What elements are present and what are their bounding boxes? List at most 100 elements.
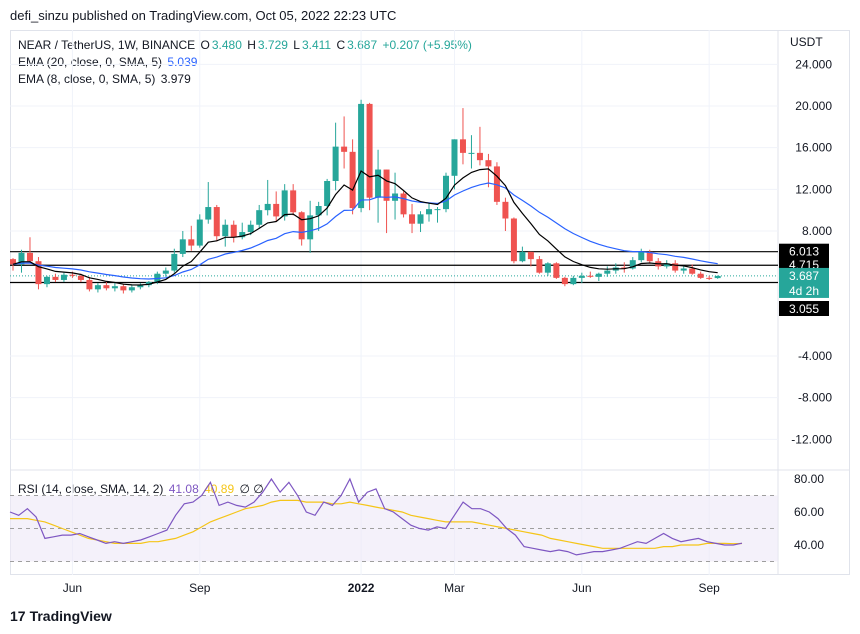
rsi-line	[9, 477, 743, 556]
rsi-band	[10, 495, 778, 562]
candle-body	[409, 214, 416, 224]
ema20-value: 5.039	[167, 55, 198, 69]
candle-body	[621, 267, 628, 269]
candle-body	[86, 279, 93, 290]
candle-body	[536, 259, 543, 273]
ema20-legend[interactable]: EMA (20, close, 0, SMA, 5) 5.039	[18, 55, 199, 69]
candle-body	[239, 232, 246, 238]
time-axis[interactable]: Jun Sep 2022 Mar Jun Sep	[63, 581, 720, 595]
candle-body	[324, 181, 331, 206]
candle-body	[307, 215, 314, 240]
candle-body	[43, 276, 50, 285]
candle-body	[281, 190, 288, 217]
candle-body	[60, 274, 67, 280]
candle-body	[18, 252, 25, 265]
time-tick-label: 2022	[348, 581, 375, 595]
candle-body	[315, 206, 322, 216]
candle-body	[52, 276, 59, 280]
ema8-legend[interactable]: EMA (8, close, 0, SMA, 5) 3.979	[18, 72, 193, 86]
candle-body	[26, 252, 33, 262]
rsi-extra-values: ∅ ∅	[239, 482, 264, 496]
candle-body	[375, 169, 382, 198]
price-tick-label: 16.000	[795, 141, 832, 155]
candle-body	[196, 219, 203, 246]
price-label-box	[779, 267, 829, 298]
candle-body	[188, 239, 195, 246]
candle-body	[553, 263, 560, 278]
candles	[10, 99, 721, 294]
ema8-value: 3.979	[160, 72, 191, 86]
candle-body	[256, 210, 263, 225]
candle-body	[171, 253, 178, 271]
candle-body	[332, 146, 339, 181]
candle-body	[519, 251, 526, 262]
candle-body	[94, 285, 101, 290]
price-tick-label: -12.000	[791, 432, 832, 446]
time-tick-label: Sep	[699, 581, 721, 595]
candle-body	[451, 139, 458, 176]
candle-body	[638, 251, 645, 261]
price-tick-label: -8.000	[798, 391, 832, 405]
price-label-box	[779, 301, 829, 316]
candle-body	[273, 203, 280, 217]
open-label: O	[200, 38, 210, 52]
ema20-line	[12, 182, 718, 280]
change-value: +0.207 (+5.95%)	[382, 38, 472, 52]
rsi-label: RSI (14, close, SMA, 14, 2)	[18, 482, 164, 496]
candle-body	[264, 203, 271, 211]
ema8-label: EMA (8, close, 0, SMA, 5)	[18, 72, 156, 86]
candle-body	[145, 282, 152, 286]
candle-body	[714, 275, 721, 279]
candle-body	[468, 152, 475, 154]
candle-body	[213, 207, 220, 237]
candle-body	[459, 139, 466, 153]
candle-body	[179, 239, 186, 254]
candle-body	[434, 209, 441, 211]
candle-body	[485, 160, 492, 167]
tradingview-logo-icon: 17	[10, 608, 26, 624]
candle-body	[383, 169, 390, 201]
symbol-label[interactable]: NEAR / TetherUS, 1W, BINANCE	[18, 38, 196, 52]
price-axis[interactable]: USDT 24.000 20.000 16.000 12.000 8.000 -4.000 -…	[790, 35, 832, 552]
candle-body	[587, 275, 594, 277]
rsi-tick-label: 80.00	[794, 472, 824, 486]
candle-body	[442, 175, 449, 210]
candle-body	[137, 285, 144, 288]
tradingview-logo[interactable]: 17 TradingView	[10, 608, 112, 624]
candle-body	[493, 166, 500, 202]
candle-body	[629, 260, 636, 269]
candle-body	[476, 152, 483, 161]
chart-frame	[10, 30, 850, 575]
candle-body	[680, 268, 687, 271]
low-label: L	[293, 38, 300, 52]
high-value: 3.729	[257, 38, 288, 52]
candle-body	[502, 201, 509, 219]
candle-body	[162, 270, 169, 274]
candle-body	[10, 259, 16, 265]
candle-body	[663, 263, 670, 267]
candle-body	[69, 274, 76, 276]
ema-lines	[12, 168, 718, 286]
price-tick-label: 20.000	[795, 99, 832, 113]
price-label-value: 3.687	[789, 269, 819, 283]
time-tick-label: Sep	[189, 581, 211, 595]
candle-body	[341, 146, 348, 152]
candle-body	[103, 285, 110, 289]
candle-body	[230, 224, 237, 238]
candle-body	[358, 103, 365, 209]
candle-body	[672, 263, 679, 271]
price-axis-unit: USDT	[790, 35, 823, 49]
close-label: C	[336, 38, 346, 52]
candle-body	[247, 224, 254, 233]
high-label: H	[247, 38, 256, 52]
candle-body	[570, 277, 577, 285]
candle-body	[298, 212, 305, 240]
rsi-tick-label: 40.00	[794, 538, 824, 552]
candle-body	[578, 275, 585, 278]
time-tick-label: Jun	[63, 581, 82, 595]
candle-body	[595, 273, 602, 277]
rsi-value: 41.08	[168, 482, 199, 496]
candle-body	[349, 151, 356, 209]
